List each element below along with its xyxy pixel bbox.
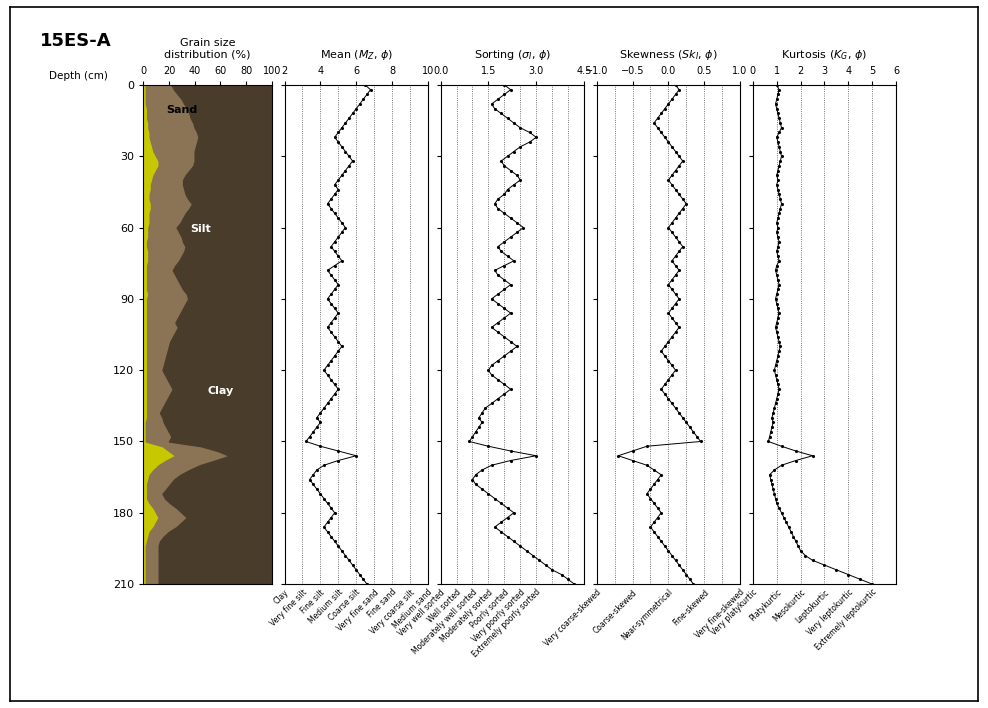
Text: Very poorly sorted: Very poorly sorted (470, 588, 527, 644)
Text: Platykurtic: Platykurtic (748, 588, 783, 623)
Text: Poorly sorted: Poorly sorted (468, 588, 511, 629)
Title: Grain size
distribution (%): Grain size distribution (%) (164, 38, 251, 59)
Text: Medium silt: Medium silt (306, 588, 345, 626)
Text: Near-symmetrical: Near-symmetrical (620, 588, 675, 642)
Text: Very fine-skewed: Very fine-skewed (694, 588, 746, 640)
Text: Coarse silt: Coarse silt (328, 588, 363, 622)
Text: Very coarse-skewed: Very coarse-skewed (543, 588, 603, 648)
Text: Medium sand: Medium sand (391, 588, 434, 630)
Text: Fine-skewed: Fine-skewed (671, 588, 710, 627)
Text: Sand: Sand (166, 105, 198, 115)
Title: Kurtosis ($K_G$, $\phi$): Kurtosis ($K_G$, $\phi$) (782, 47, 867, 62)
Text: Very leptokurtic: Very leptokurtic (805, 588, 855, 637)
Title: Skewness ($Sk_I$, $\phi$): Skewness ($Sk_I$, $\phi$) (619, 47, 717, 62)
Text: Coarse-skewed: Coarse-skewed (592, 588, 639, 635)
Text: Very coarse silt: Very coarse silt (369, 588, 416, 636)
Text: Fine sand: Fine sand (367, 588, 398, 620)
Title: Sorting ($\sigma_I$, $\phi$): Sorting ($\sigma_I$, $\phi$) (473, 47, 551, 62)
Text: Very well sorted: Very well sorted (397, 588, 447, 638)
Text: Well sorted: Well sorted (426, 588, 463, 624)
Text: Depth (cm): Depth (cm) (49, 72, 109, 81)
Text: Clay: Clay (207, 386, 233, 396)
Text: Very fine sand: Very fine sand (335, 588, 380, 633)
Text: 15ES-A: 15ES-A (40, 32, 111, 50)
Text: Silt: Silt (191, 224, 211, 234)
Text: Very fine silt: Very fine silt (269, 588, 309, 628)
Text: Extremely poorly sorted: Extremely poorly sorted (471, 588, 542, 659)
Text: Fine silt: Fine silt (299, 588, 327, 615)
Text: Moderately well sorted: Moderately well sorted (410, 588, 479, 656)
Text: Very platykurtic: Very platykurtic (710, 588, 759, 637)
Text: Mesokurtic: Mesokurtic (771, 588, 807, 624)
Text: Moderately sorted: Moderately sorted (439, 588, 495, 644)
Text: Extremely leptokurtic: Extremely leptokurtic (814, 588, 878, 653)
Title: Mean ($M_Z$, $\phi$): Mean ($M_Z$, $\phi$) (319, 47, 393, 62)
Text: Leptokurtic: Leptokurtic (794, 588, 831, 624)
Text: Clay: Clay (273, 588, 290, 606)
